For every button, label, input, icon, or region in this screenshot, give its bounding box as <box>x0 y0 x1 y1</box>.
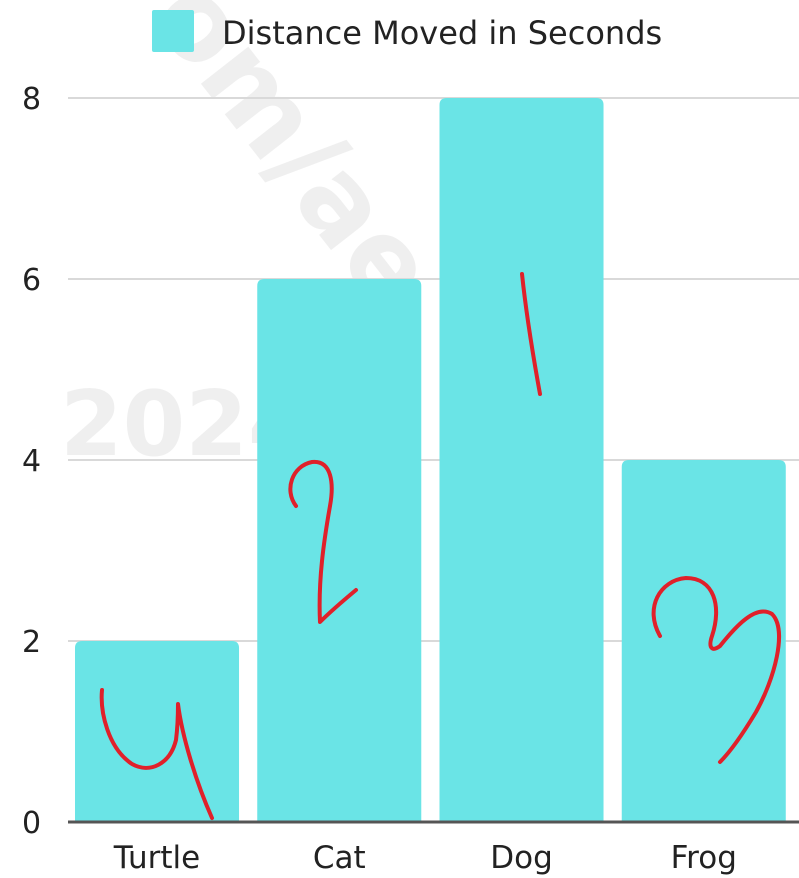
annotation-1 <box>520 272 542 396</box>
legend: Distance Moved in Seconds <box>152 10 662 52</box>
x-axis-ticks: Turtle Cat Dog Frog <box>113 840 737 876</box>
bar-cat <box>257 279 422 822</box>
legend-label: Distance Moved in Seconds <box>222 14 662 52</box>
legend-swatch <box>152 10 194 52</box>
bar-frog <box>621 460 786 822</box>
y-tick-label: 2 <box>22 625 41 660</box>
bar-dog <box>439 98 604 822</box>
handwritten-annotations <box>99 272 781 820</box>
x-tick-label: Cat <box>313 840 366 876</box>
x-tick-label: Frog <box>671 840 737 876</box>
y-tick-label: 6 <box>22 263 41 298</box>
bar-turtle <box>75 641 240 822</box>
annotation-4 <box>99 688 214 820</box>
x-tick-label: Dog <box>490 840 553 876</box>
y-tick-label: 4 <box>22 444 41 479</box>
annotation-2 <box>288 459 358 624</box>
y-tick-label: 0 <box>22 806 41 841</box>
y-tick-label: 8 <box>22 82 41 117</box>
x-tick-label: Turtle <box>113 840 200 876</box>
y-axis-ticks: 0 2 4 6 8 <box>22 82 41 841</box>
annotation-3 <box>651 576 781 764</box>
